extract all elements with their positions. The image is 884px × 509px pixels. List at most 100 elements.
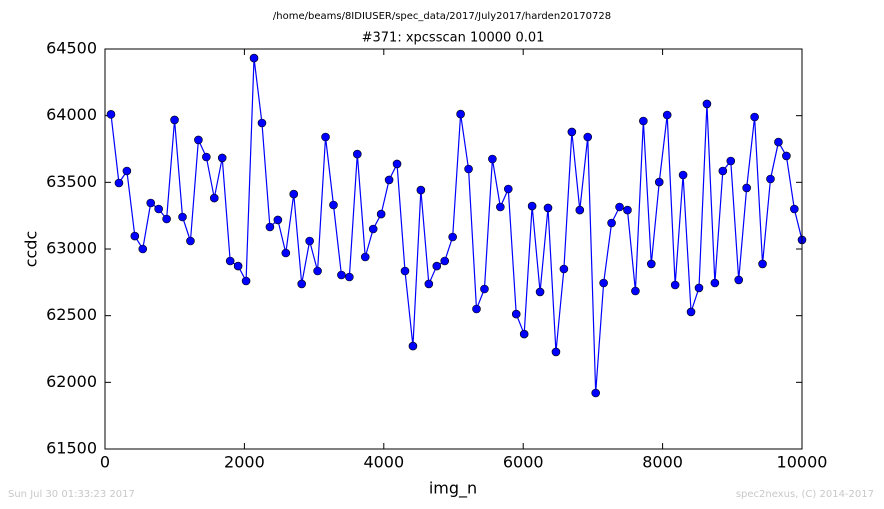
data-point [472,304,481,314]
data-point [249,53,259,63]
data-point [345,272,354,282]
x-tick-label: 8000 [642,453,683,472]
data-point [456,109,465,119]
data-point [551,347,561,357]
data-point [694,283,704,293]
data-point [392,159,402,169]
data-point [631,286,640,296]
data-point [464,164,473,174]
data-point [686,307,696,317]
y-tick-label: 61500 [46,439,97,458]
data-point [225,256,235,266]
data-point [233,261,243,271]
data-point [416,185,426,195]
y-tick-label: 62500 [46,305,97,324]
data-point [496,202,505,212]
data-point [313,266,322,276]
data-point [162,214,171,224]
data-point [527,201,537,211]
data-point [480,284,489,294]
x-axis-label: img_n [429,479,477,499]
x-tick-label: 6000 [503,453,544,472]
data-point [567,127,577,137]
chart-subtitle: #371: xpcsscan 10000 0.01 [362,31,545,46]
data-point [408,341,418,351]
data-point [217,153,227,163]
y-tick-label: 63000 [46,239,97,258]
data-point [782,151,791,161]
data-point [599,278,608,288]
data-point [106,110,116,119]
data-point [726,156,736,166]
data-point [575,205,585,215]
data-point [654,177,664,187]
y-tick-label: 64000 [46,105,97,124]
data-point [138,244,148,254]
x-tick-label: 10000 [777,453,828,472]
data-point [662,110,672,120]
data-point [503,184,513,194]
x-tick-label: 0 [100,453,110,472]
footer-left: Sun Jul 30 01:33:23 2017 [8,489,135,500]
data-point [122,166,132,176]
data-point [424,279,434,289]
data-point [511,309,521,319]
data-point [376,209,386,219]
y-axis-label: ccdc [22,231,41,268]
plot-frame [104,48,803,450]
y-tick-label: 63500 [46,172,97,191]
data-point [360,252,370,262]
data-point [170,115,179,125]
data-point [670,280,680,290]
data-point [384,175,394,185]
data-point [146,198,156,208]
y-tick-label: 62000 [46,372,97,391]
data-point [607,218,616,228]
data-point [202,152,211,162]
data-point [488,154,497,164]
data-point [734,275,744,285]
data-point [583,132,593,142]
data-point [368,224,378,234]
data-point [647,259,656,269]
data-point [297,279,306,289]
data-point [591,388,600,398]
data-point [535,287,545,297]
data-point [758,259,767,269]
y-tick-label: 64500 [46,39,97,58]
data-point [353,149,362,159]
data-point [186,236,195,246]
data-point [265,222,275,232]
data-point [448,232,457,242]
data-point [194,135,203,145]
chart-title: /home/beams/8IDIUSER/spec_data/2017/July… [273,11,611,22]
footer-right: spec2nexus, (C) 2014-2017 [736,489,874,500]
x-tick-label: 4000 [363,453,404,472]
data-point [305,236,314,246]
data-point [639,116,648,126]
data-point [742,183,751,193]
data-point [289,189,299,199]
data-point [281,248,291,258]
data-point [519,329,529,339]
data-point [337,270,346,280]
data-point [178,212,187,222]
data-point [114,178,124,188]
data-point [790,204,799,214]
data-point [400,266,410,276]
data-line [110,57,803,394]
data-point [615,202,624,212]
data-point [241,276,251,286]
data-point [702,99,712,109]
data-point [440,256,450,266]
data-point [623,205,632,215]
data-point [257,118,267,128]
x-tick-label: 2000 [224,453,265,472]
data-point [766,174,775,184]
data-point [718,166,728,176]
data-point [432,261,442,271]
data-point [750,112,759,122]
data-point [710,278,720,288]
data-point [559,264,569,274]
